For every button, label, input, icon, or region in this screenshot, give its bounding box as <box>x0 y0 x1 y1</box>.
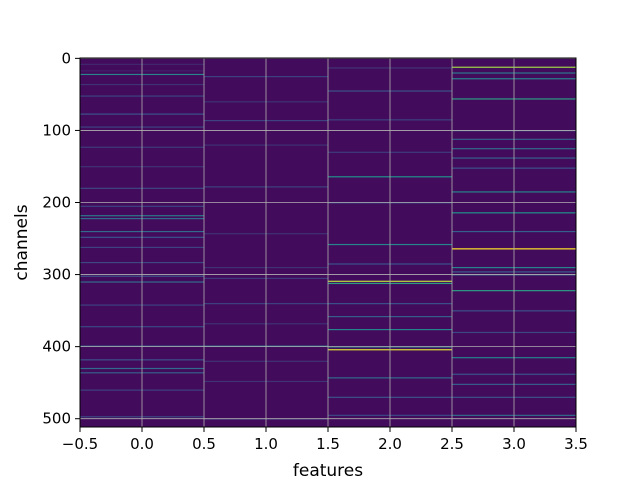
x-tick-label: 1.5 <box>316 435 340 453</box>
x-tick-label: −0.5 <box>62 435 98 453</box>
x-tick-label: 1.0 <box>254 435 278 453</box>
x-tick-label: 2.5 <box>440 435 464 453</box>
y-tick-label: 500 <box>42 410 71 428</box>
x-tick-label: 3.0 <box>502 435 526 453</box>
y-axis-label: channels <box>12 204 32 280</box>
x-tick-label: 0.0 <box>130 435 154 453</box>
y-tick-label: 300 <box>42 266 71 284</box>
x-tick-label: 0.5 <box>192 435 216 453</box>
y-tick-label: 0 <box>61 49 71 67</box>
x-tick-label: 2.0 <box>378 435 402 453</box>
x-axis: −0.5 0.0 0.5 1.0 1.5 2.0 2.5 3.0 3.5 <box>62 427 588 453</box>
x-tick-label: 3.5 <box>564 435 588 453</box>
y-tick-label: 200 <box>42 194 71 212</box>
y-tick-label: 400 <box>42 338 71 356</box>
y-tick-label: 100 <box>42 121 71 139</box>
y-axis: 0 100 200 300 400 500 <box>42 49 80 428</box>
x-axis-label: features <box>293 461 363 480</box>
